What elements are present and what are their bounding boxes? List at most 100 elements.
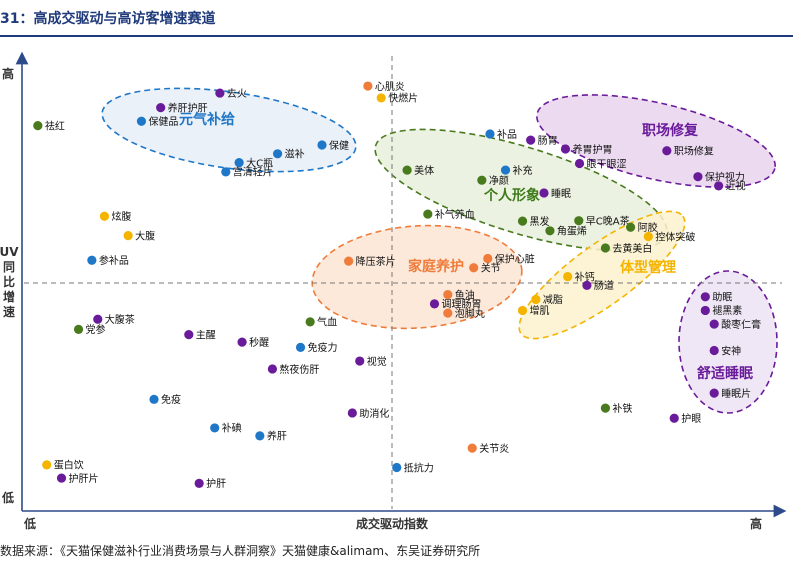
point-label: 肠道: [594, 279, 614, 292]
point-marker: [500, 165, 511, 175]
scatter-point: 调理肠胃: [429, 299, 481, 311]
point-marker: [526, 135, 536, 145]
point-marker: [531, 294, 541, 305]
scatter-point: 减脂: [531, 293, 563, 306]
point-marker: [423, 209, 433, 219]
point-label: 熬夜伤肝: [279, 363, 319, 376]
scatter-point: 肠胃: [526, 135, 558, 147]
point-label: 参补品: [99, 254, 129, 267]
point-marker: [123, 231, 133, 241]
point-label: 养肝: [267, 430, 287, 443]
point-label: 美体: [414, 164, 434, 177]
point-label: 滋补: [285, 148, 305, 161]
scatter-point: 养肝: [255, 430, 287, 443]
point-marker: [56, 473, 67, 483]
point-label: 近视: [726, 180, 746, 193]
scatter-point: 近视: [714, 180, 746, 193]
cluster-label: 元气补给: [179, 111, 235, 128]
scatter-point: 阿胶: [625, 221, 658, 234]
scatter-point: 早C晚A茶: [574, 214, 630, 227]
point-marker: [560, 144, 571, 154]
point-marker: [669, 413, 679, 423]
scatter-point: 控体突破: [643, 230, 695, 243]
y-axis-high-label: 高: [2, 66, 14, 81]
scatter-point: 眼干眼涩: [574, 158, 627, 170]
scatter-point: 褪黑素: [700, 304, 742, 317]
point-label: 净颜: [489, 174, 509, 187]
point-marker: [643, 231, 653, 242]
scatter-point: 助消化: [347, 407, 389, 420]
point-marker: [517, 216, 528, 226]
point-label: 关节: [481, 262, 501, 275]
point-marker: [582, 280, 592, 290]
point-marker: [477, 175, 487, 185]
point-marker: [73, 324, 84, 334]
scatter-point: 关节炎: [467, 442, 509, 455]
point-marker: [600, 403, 611, 413]
point-marker: [355, 356, 365, 366]
scatter-point: 心肌炎: [363, 81, 405, 93]
cluster-label: 个人形象: [483, 187, 540, 204]
point-label: 去火: [227, 88, 247, 100]
scatter-point: 保护心脏: [483, 252, 535, 265]
scatter-point: 大C瓶: [234, 156, 273, 169]
figure-title: 31：高成交驱动与高访客增速赛道: [0, 11, 216, 27]
point-marker: [305, 317, 315, 327]
point-marker: [317, 140, 327, 150]
scatter-point: 补铁: [600, 402, 632, 415]
point-label: 眼干眼涩: [587, 158, 627, 170]
point-marker: [273, 149, 283, 159]
scatter-point: 睡眠: [539, 187, 571, 200]
point-label: 控体突破: [655, 230, 695, 243]
point-label: 补品: [497, 128, 517, 141]
scatter-point: 去火: [215, 88, 247, 100]
point-marker: [149, 394, 159, 404]
point-label: 补钙: [575, 270, 595, 283]
point-label: 睡眠: [551, 187, 571, 200]
scatter-point: 角蛋烯: [545, 225, 587, 238]
point-marker: [210, 423, 220, 433]
scatter-point: 祛红: [33, 119, 65, 132]
scatter-point: 泡脚丸: [443, 307, 485, 320]
point-label: 大腹茶: [105, 313, 135, 326]
point-marker: [184, 330, 194, 340]
scatter-point: 保健品: [136, 115, 178, 128]
point-label: 补铁: [612, 402, 632, 415]
point-marker: [709, 319, 719, 329]
point-label: 补气养血: [435, 208, 475, 221]
scatter-point: 滋补: [273, 148, 305, 161]
point-label: 保健品: [148, 115, 178, 128]
point-marker: [693, 172, 703, 182]
point-label: 阿胶: [638, 221, 658, 234]
point-label: 心肌炎: [375, 81, 405, 93]
point-label: 睡眠片: [721, 387, 751, 400]
scatter-point: 净颜: [477, 174, 509, 187]
scatter-point: 补碘: [210, 422, 242, 435]
scatter-point: 护眼: [669, 412, 701, 425]
point-label: 安神: [721, 344, 741, 357]
scatter-point: 气血: [305, 316, 337, 329]
scatter-point: 关节: [469, 262, 501, 275]
point-marker: [662, 146, 672, 156]
point-marker: [221, 167, 231, 177]
point-label: 减脂: [543, 293, 563, 306]
point-label: 气血: [317, 316, 337, 329]
scatter-point: 党参: [73, 323, 106, 336]
point-marker: [42, 460, 52, 470]
point-marker: [344, 256, 354, 266]
source-note: 数据来源：《天猫保健滋补行业消费场景与人群洞察》天猫健康&alimam、东吴证券…: [0, 544, 481, 558]
scatter-point: 补钙: [563, 270, 595, 283]
cluster-label: 体型管理: [620, 259, 676, 276]
point-label: 肠胃: [538, 135, 558, 147]
scatter-point: 职场修复: [662, 145, 714, 158]
scatter-point: 参补品: [87, 254, 129, 267]
y-axis-low-label: 低: [1, 490, 14, 505]
scatter-point: 养胃护胃: [560, 143, 612, 156]
point-marker: [443, 308, 453, 318]
point-label: 黑发: [530, 215, 550, 228]
axes-layer: 成交驱动指数 低 高 低 高 UV 同比增速: [0, 51, 787, 531]
point-marker: [483, 253, 493, 264]
point-label: 保护心脏: [495, 252, 535, 265]
